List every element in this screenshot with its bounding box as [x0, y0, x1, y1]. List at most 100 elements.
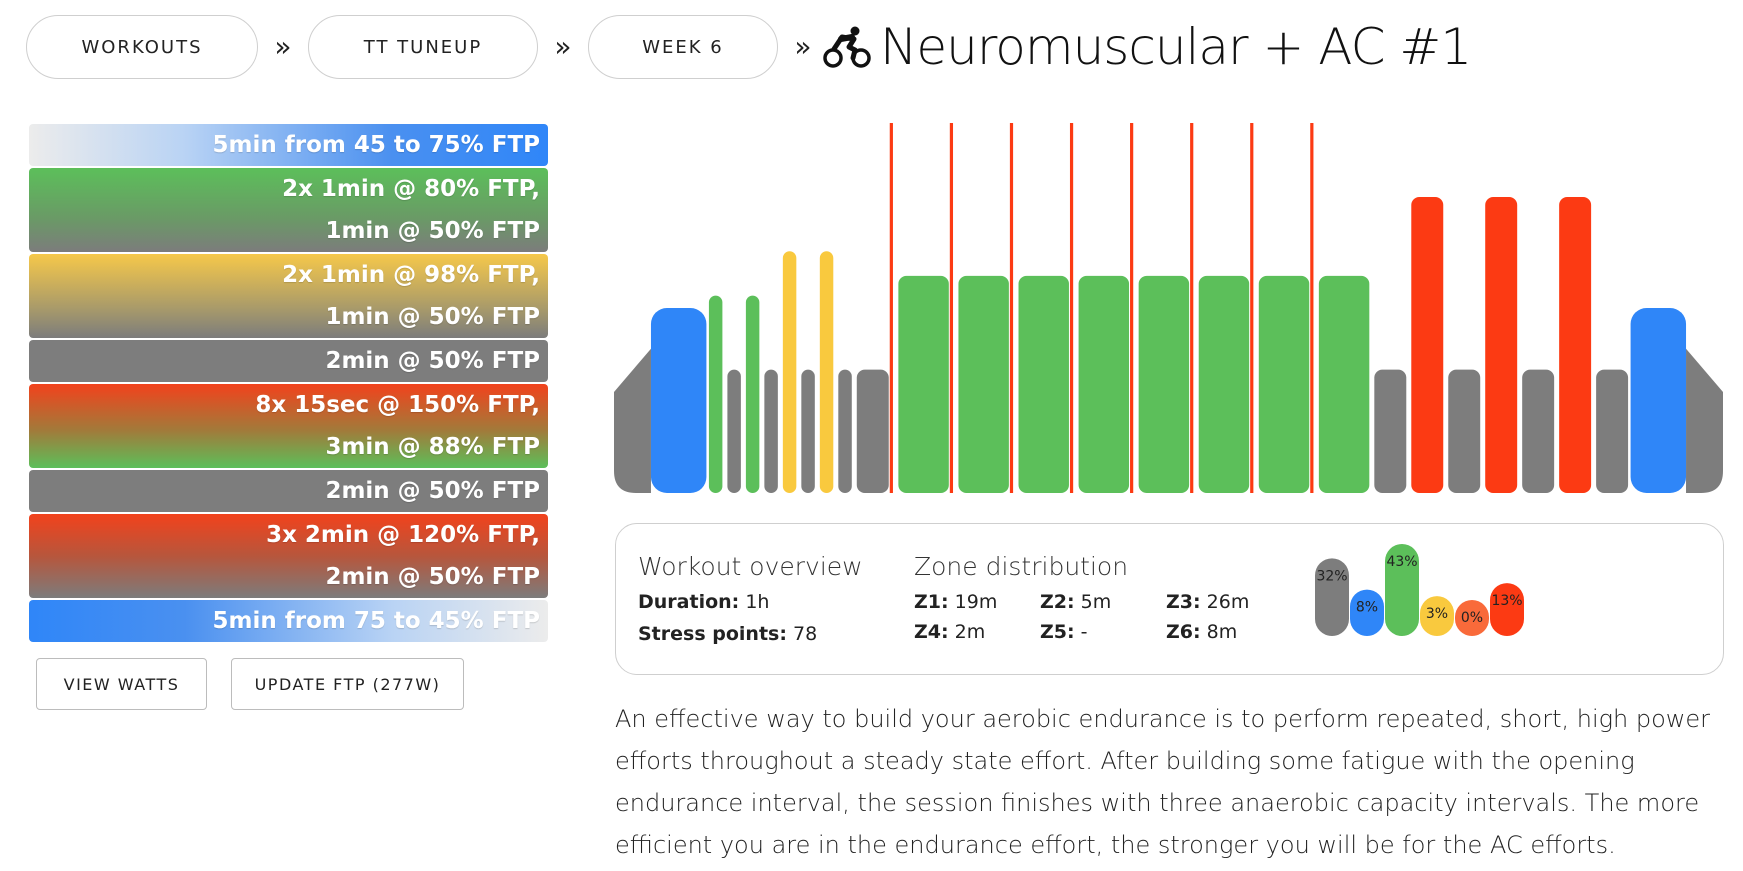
breadcrumb: WORKOUTS » TT TUNEUP » WEEK 6 » Neuromus…: [26, 12, 1472, 82]
interval-text: 3x 2min @ 120% FTP,: [266, 522, 540, 548]
interval-text: 2x 1min @ 98% FTP,: [282, 262, 540, 288]
interval-item[interactable]: 2min @ 50% FTP: [29, 470, 548, 512]
chart-bar: [1138, 275, 1190, 493]
zone-bar: [1350, 589, 1384, 636]
zone-label: Z2:: [1040, 591, 1075, 613]
interval-text: 8x 15sec @ 150% FTP,: [255, 392, 540, 418]
interval-text: 5min from 45 to 75% FTP: [212, 132, 541, 158]
chart-bar: [1018, 275, 1069, 493]
chart-bar: [1374, 369, 1407, 493]
zone-label: Z3:: [1166, 591, 1201, 613]
stress-value: 78: [793, 623, 818, 645]
chart-ramp-lowpart: [1686, 348, 1723, 493]
chart-spike: [1069, 123, 1074, 493]
zone-item: Z6: 8m: [1166, 621, 1292, 643]
interval-item[interactable]: 2x 1min @ 98% FTP, 1min @ 50% FTP: [29, 254, 548, 338]
chart-spike: [1250, 123, 1254, 493]
chart-bar: [801, 369, 815, 493]
zone-bar-label: 3%: [1426, 606, 1448, 622]
view-watts-button[interactable]: VIEW WATTS: [36, 658, 207, 710]
zone-value: 19m: [954, 591, 998, 613]
chart-bar: [819, 251, 834, 493]
breadcrumb-separator: »: [554, 30, 572, 63]
zone-bar-label: 32%: [1316, 568, 1347, 584]
overview-card: Workout overview Duration: 1h Stress poi…: [615, 523, 1724, 675]
chart-bar: [764, 369, 778, 493]
chart-spike: [1310, 123, 1314, 493]
zone-label: Z1:: [914, 591, 949, 613]
breadcrumb-week-6[interactable]: WEEK 6: [588, 15, 778, 79]
interval-text: 2x 1min @ 80% FTP,: [282, 176, 540, 202]
chart-bar: [1258, 275, 1310, 493]
zone-percent-chart: 32% 8% 43% 3% 0% 13%: [1315, 544, 1524, 636]
chart-bar: [1318, 275, 1370, 493]
chart-bar: [856, 369, 889, 493]
breadcrumb-tt-tuneup[interactable]: TT TUNEUP: [308, 15, 538, 79]
zone-item: Z4: 2m: [914, 621, 1040, 643]
zone-value: 8m: [1206, 621, 1238, 643]
chart-bar: [898, 275, 949, 493]
zone-bar-label: 13%: [1491, 593, 1522, 609]
interval-text: 2min @ 50% FTP: [325, 564, 540, 590]
chart-bar: [1522, 369, 1555, 493]
zone-distribution: Zone distribution Z1: 19m Z2: 5m Z3: 26m…: [914, 552, 1292, 643]
interval-text: 2min @ 50% FTP: [325, 348, 540, 374]
chart-ramp: [1630, 308, 1723, 493]
chart-bar: [1485, 197, 1518, 493]
zone-bar-label: 8%: [1356, 600, 1378, 616]
zone-item: Z2: 5m: [1040, 591, 1166, 613]
chart-bar: [958, 275, 1009, 493]
chart-bar: [745, 295, 760, 493]
chart-bar: [1078, 275, 1130, 493]
chart-ramp: [614, 308, 707, 493]
workout-overview: Workout overview Duration: 1h Stress poi…: [638, 552, 863, 645]
overview-title: Workout overview: [638, 552, 863, 581]
update-ftp-button[interactable]: UPDATE FTP (277W): [231, 658, 464, 710]
interval-item[interactable]: 5min from 45 to 75% FTP: [29, 124, 548, 166]
zone-value: 5m: [1080, 591, 1112, 613]
zone-bar-label: 43%: [1386, 554, 1417, 570]
stress-row: Stress points: 78: [638, 623, 863, 645]
zone-item: Z3: 26m: [1166, 591, 1292, 613]
interval-item[interactable]: 8x 15sec @ 150% FTP, 3min @ 88% FTP: [29, 384, 548, 468]
zone-item: Z5: -: [1040, 621, 1166, 643]
zone-distribution-title: Zone distribution: [914, 552, 1129, 581]
chart-bar: [708, 295, 723, 493]
chart-spike: [1190, 123, 1194, 493]
interval-item[interactable]: 3x 2min @ 120% FTP, 2min @ 50% FTP: [29, 514, 548, 598]
chart-spike: [889, 123, 893, 493]
zone-bar: [1420, 596, 1454, 636]
duration-label: Duration:: [638, 591, 740, 613]
chart-bar: [1596, 369, 1629, 493]
page-title: Neuromuscular + AC #1: [880, 18, 1472, 76]
interval-item[interactable]: 5min from 75 to 45% FTP: [29, 600, 548, 642]
interval-list: 5min from 45 to 75% FTP 2x 1min @ 80% FTP…: [29, 124, 548, 644]
chart-bar: [782, 251, 797, 493]
duration-value: 1h: [745, 591, 770, 613]
interval-text: 2min @ 50% FTP: [325, 478, 540, 504]
zone-item: Z1: 19m: [914, 591, 1040, 613]
chart-bar: [727, 369, 741, 493]
chart-spike: [1009, 123, 1014, 493]
interval-item[interactable]: 2min @ 50% FTP: [29, 340, 548, 382]
zone-bar: [1490, 583, 1524, 636]
workout-chart: [614, 123, 1723, 493]
interval-item[interactable]: 2x 1min @ 80% FTP, 1min @ 50% FTP: [29, 168, 548, 252]
chart-bar: [1559, 197, 1592, 493]
zone-value: 2m: [954, 621, 986, 643]
breadcrumb-workouts[interactable]: WORKOUTS: [26, 15, 258, 79]
chart-ramp-highpart: [1630, 308, 1687, 493]
duration-row: Duration: 1h: [638, 591, 863, 613]
chart-ramp-highpart: [650, 308, 707, 493]
zone-label: Z4:: [914, 621, 949, 643]
breadcrumb-separator: »: [274, 30, 292, 63]
cyclist-icon: [823, 26, 871, 68]
zone-bar: [1315, 558, 1349, 636]
zone-bar-label: 0%: [1461, 610, 1483, 626]
zone-bar: [1385, 544, 1419, 636]
interval-text: 1min @ 50% FTP: [325, 304, 540, 330]
chart-spike: [1130, 123, 1134, 493]
chart-bar: [838, 369, 852, 493]
zone-label: Z6:: [1166, 621, 1201, 643]
breadcrumb-separator: »: [794, 30, 812, 63]
